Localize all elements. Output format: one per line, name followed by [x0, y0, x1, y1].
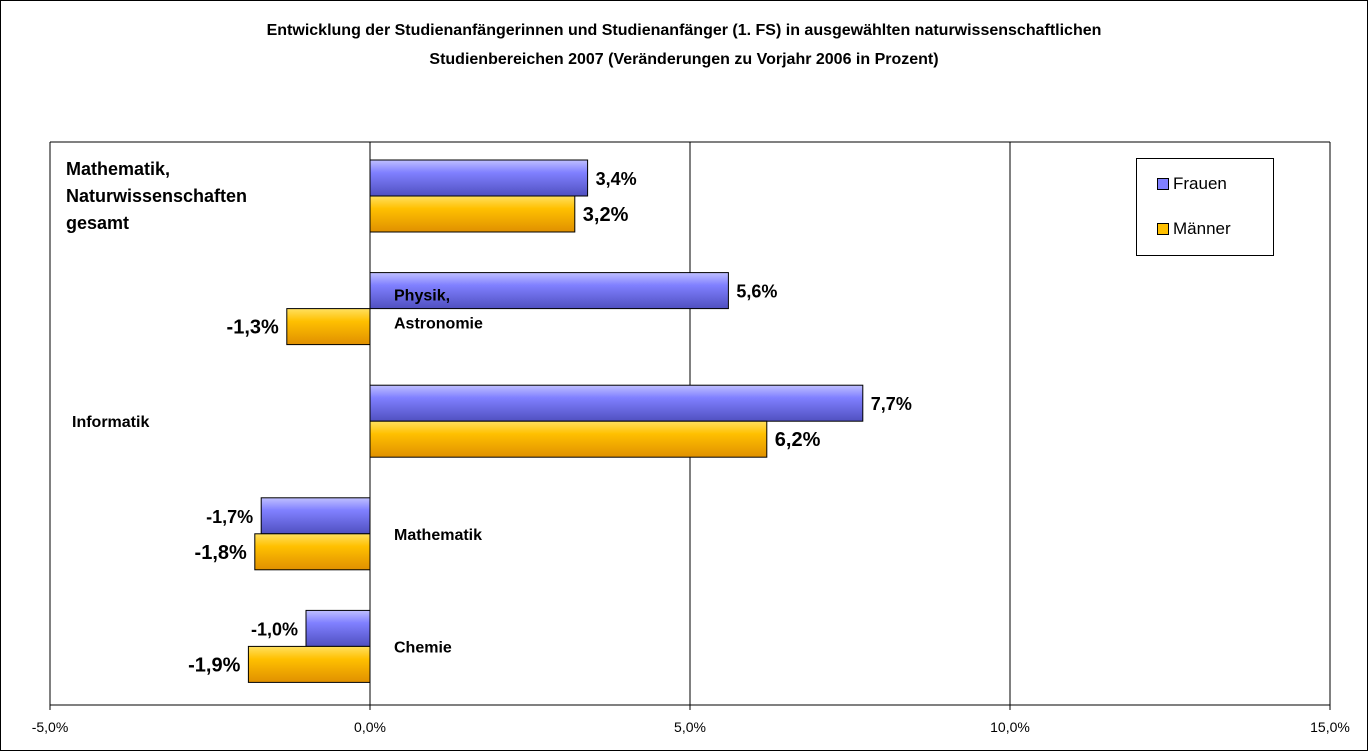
- data-label-maenner-3: -1,8%: [195, 542, 247, 564]
- bar-maenner-0: [369, 195, 576, 233]
- x-tick-label-2: 5,0%: [674, 719, 706, 735]
- data-label-frauen-4: -1,0%: [251, 619, 298, 639]
- category-label-3-0: Mathematik: [394, 527, 482, 544]
- data-label-maenner-4: -1,9%: [188, 654, 240, 676]
- category-label-1-1: Astronomie: [394, 316, 483, 333]
- category-label-4-0: Chemie: [394, 639, 452, 656]
- data-label-frauen-3: -1,7%: [206, 507, 253, 527]
- bar-frauen-2: [369, 384, 864, 422]
- chart-title: Entwicklung der Studienanfängerinnen und…: [266, 22, 1102, 39]
- bar-frauen-3: [260, 497, 371, 535]
- bar-maenner-2: [369, 420, 768, 458]
- bar-maenner-1: [286, 308, 371, 346]
- category-label-0-0: Mathematik,: [66, 159, 170, 179]
- bar-frauen-4: [305, 609, 371, 647]
- x-tick-label-3: 10,0%: [990, 719, 1030, 735]
- legend-swatch-frauen: [1157, 178, 1169, 190]
- x-tick-label-1: 0,0%: [354, 719, 386, 735]
- x-tick-label-4: 15,0%: [1310, 719, 1350, 735]
- legend-item-maenner: Männer: [1157, 219, 1231, 239]
- legend-item-frauen: Frauen: [1157, 174, 1227, 194]
- legend-swatch-maenner: [1157, 223, 1169, 235]
- category-label-0-2: gesamt: [66, 213, 129, 233]
- data-label-frauen-0: 3,4%: [596, 169, 637, 189]
- bar-maenner-4: [247, 645, 371, 683]
- category-label-0-1: Naturwissenschaften: [66, 186, 247, 206]
- data-label-frauen-1: 5,6%: [736, 282, 777, 302]
- chart-subtitle: Studienbereichen 2007 (Veränderungen zu …: [429, 51, 939, 68]
- data-label-frauen-2: 7,7%: [871, 394, 912, 414]
- data-label-maenner-2: 6,2%: [775, 429, 821, 451]
- data-label-maenner-1: -1,3%: [227, 317, 279, 339]
- legend-label-frauen: Frauen: [1173, 174, 1227, 193]
- x-tick-label-0: -5,0%: [32, 719, 69, 735]
- chart-legend: Frauen Männer: [1136, 158, 1274, 256]
- category-label-1-0: Physik,: [394, 288, 450, 305]
- legend-label-maenner: Männer: [1173, 219, 1231, 238]
- bar-maenner-3: [254, 533, 371, 571]
- data-label-maenner-0: 3,2%: [583, 204, 629, 226]
- category-label-2-0: Informatik: [72, 414, 149, 431]
- bar-frauen-0: [369, 159, 589, 197]
